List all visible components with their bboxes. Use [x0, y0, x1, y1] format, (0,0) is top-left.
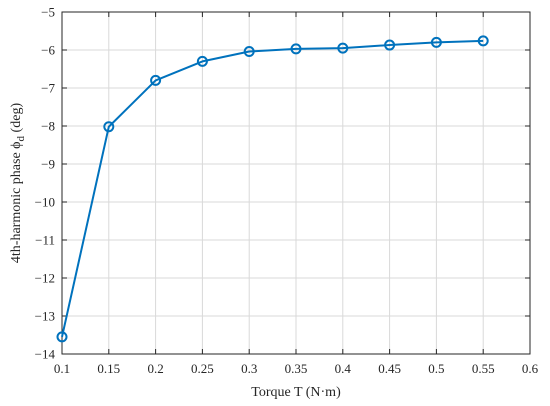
y-tick-label: −8 — [41, 119, 55, 134]
tick-labels: 0.1 0.15 0.2 0.25 0.3 0.35 0.4 0.45 0.5 0.55 0.6 −1… — [35, 5, 539, 377]
data-point — [103, 121, 115, 133]
x-tick-label: 0.45 — [378, 361, 401, 376]
x-tick-label: 0.3 — [241, 361, 257, 376]
x-tick-label: 0.15 — [97, 361, 120, 376]
x-tick-label: 0.25 — [191, 361, 214, 376]
x-tick-label: 0.6 — [522, 361, 539, 376]
data-point — [337, 42, 349, 54]
y-axis-label: 4th-harmonic phase ϕd (deg) — [9, 103, 27, 264]
data-point — [384, 39, 396, 51]
y-tick-label: −6 — [41, 43, 55, 58]
data-series — [56, 35, 489, 343]
series-line — [61, 39, 484, 338]
y-tick-label: −10 — [35, 195, 55, 210]
y-axis-label-unit: (deg) — [9, 103, 24, 136]
data-point — [290, 43, 302, 55]
y-tick-label: −11 — [35, 233, 55, 248]
data-point — [56, 331, 68, 343]
y-tick-label: −5 — [41, 5, 55, 20]
y-tick-label: −13 — [35, 309, 55, 324]
data-point — [150, 74, 162, 86]
y-tick-label: −14 — [35, 347, 56, 362]
x-tick-label: 0.2 — [147, 361, 163, 376]
data-point — [196, 55, 208, 67]
data-point — [430, 36, 442, 48]
y-tick-label: −7 — [41, 81, 55, 96]
x-tick-label: 0.5 — [428, 361, 444, 376]
y-axis-label-main: 4th-harmonic phase ϕ — [9, 141, 24, 263]
x-tick-label: 0.35 — [285, 361, 308, 376]
x-tick-label: 0.55 — [472, 361, 495, 376]
x-tick-label: 0.1 — [54, 361, 70, 376]
data-point — [243, 46, 255, 58]
y-tick-label: −9 — [41, 157, 55, 172]
axes — [61, 11, 531, 355]
y-axis-label-subscript: d — [15, 135, 27, 141]
y-tick-label: −12 — [35, 271, 55, 286]
grid — [62, 12, 530, 354]
x-axis-label: Torque T (N·m) — [251, 385, 341, 400]
x-tick-label: 0.4 — [335, 361, 352, 376]
data-point — [477, 35, 489, 47]
